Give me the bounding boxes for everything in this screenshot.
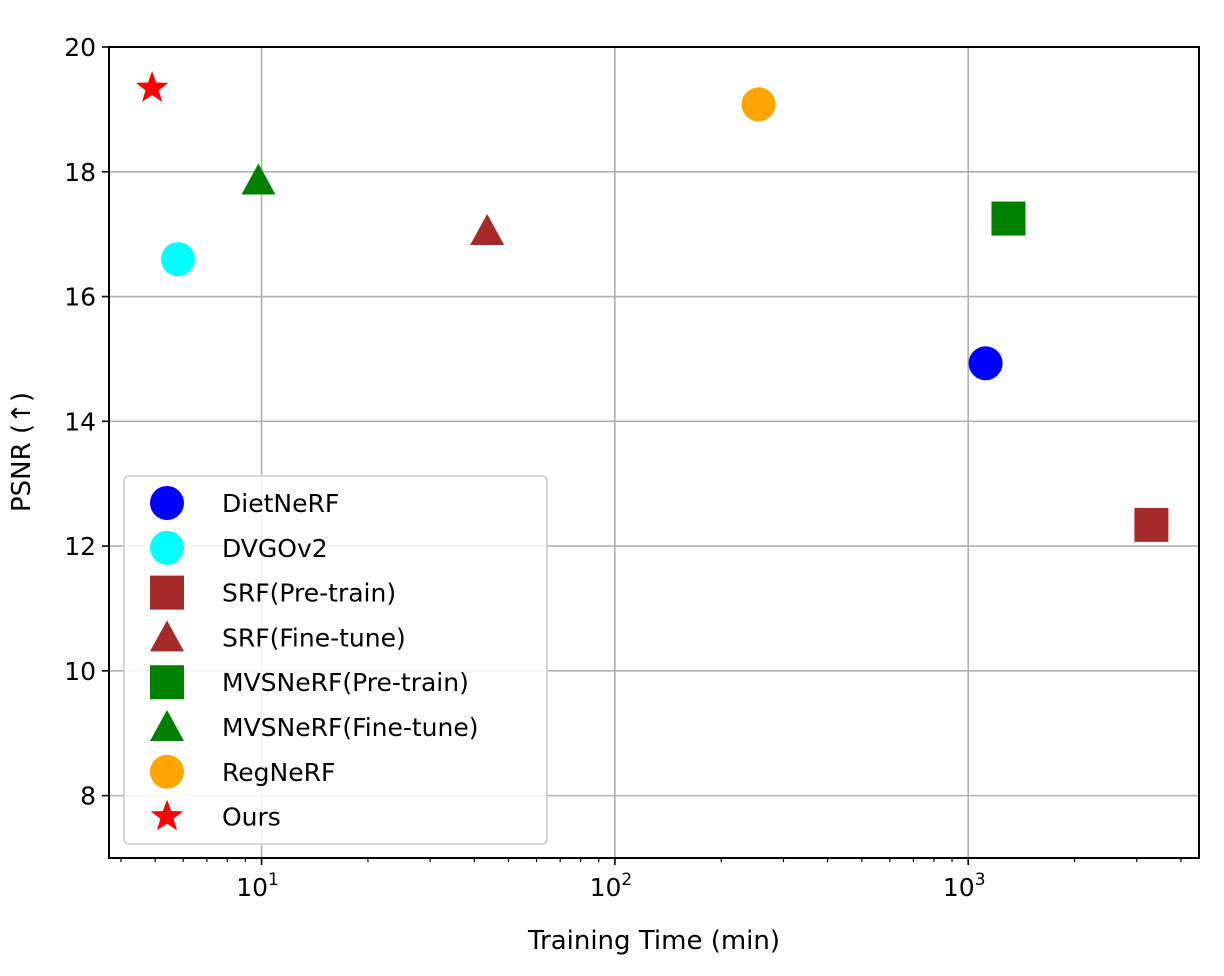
y-tick-label: 8	[80, 782, 96, 811]
data-point-regnerf	[741, 87, 776, 122]
legend-label-dietnerf: DietNeRF	[222, 489, 339, 518]
legend-marker-mvsnerf-pre-train	[150, 665, 184, 700]
data-point-srf-fine-tune	[470, 214, 505, 246]
data-point-mvsnerf-pre-train	[991, 201, 1026, 236]
legend-box	[123, 475, 548, 845]
legend: DietNeRF DVGOv2 SRF(Pre-train) SRF(Fine-tun…	[123, 475, 548, 845]
legend-label-srf-pre-train: SRF(Pre-train)	[222, 579, 396, 608]
data-points	[135, 71, 1169, 542]
x-tick-label: 101	[236, 870, 279, 902]
legend-label-mvsnerf-fine-tune: MVSNeRF(Fine-tune)	[222, 713, 479, 742]
y-axis-label: PSNR (↑)	[7, 392, 37, 512]
legend-label-dvgov2: DVGOv2	[222, 534, 328, 563]
legend-marker-dvgov2	[150, 530, 184, 565]
legend-marker-mvsnerf-fine-tune	[150, 710, 184, 741]
x-axis-ticks: 101 102 103	[120, 858, 1182, 902]
legend-label-mvsnerf-pre-train: MVSNeRF(Pre-train)	[222, 668, 469, 697]
legend-label-regnerf: RegNeRF	[222, 758, 335, 787]
legend-label-ours: Ours	[222, 803, 281, 832]
y-tick-label: 16	[64, 283, 96, 312]
legend-marker-dietnerf	[150, 486, 184, 520]
legend-marker-ours	[150, 799, 184, 831]
data-point-mvsnerf-fine-tune	[241, 163, 276, 195]
data-point-srf-pre-train	[1134, 507, 1169, 542]
data-point-dietnerf	[968, 346, 1003, 381]
x-tick-label: 102	[590, 870, 633, 902]
data-point-ours	[135, 71, 169, 102]
plot-frame	[108, 46, 1200, 859]
x-tick-label: 103	[943, 870, 986, 902]
legend-marker-srf-fine-tune	[150, 620, 184, 652]
data-point-dvgov2	[160, 242, 195, 277]
legend-marker-srf-pre-train	[150, 575, 184, 610]
legend-marker-regnerf	[150, 754, 184, 789]
y-tick-label: 10	[64, 657, 96, 686]
x-axis-label: Training Time (min)	[527, 926, 780, 956]
legend-label-srf-fine-tune: SRF(Fine-tune)	[222, 623, 406, 652]
y-tick-label: 14	[64, 407, 96, 436]
y-axis-ticks: 8 10 12 14 16 18 20	[64, 33, 109, 811]
y-tick-label: 12	[64, 532, 96, 561]
y-tick-label: 18	[64, 158, 96, 187]
y-tick-label: 20	[64, 33, 96, 62]
